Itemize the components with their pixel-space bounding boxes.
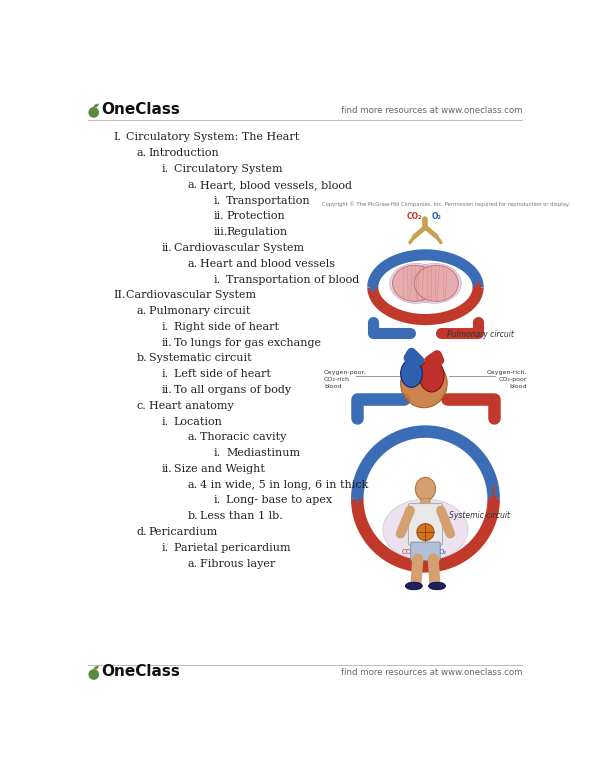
Text: c.: c. (136, 400, 146, 410)
Ellipse shape (415, 477, 436, 500)
Text: iii.: iii. (214, 227, 228, 237)
Text: i.: i. (161, 164, 168, 174)
Text: Copyright © The McGraw-Hill Companies, Inc. Permission required for reproduction: Copyright © The McGraw-Hill Companies, I… (322, 201, 570, 206)
Ellipse shape (419, 360, 444, 392)
Text: Transportation of blood: Transportation of blood (226, 274, 359, 284)
Text: Left side of heart: Left side of heart (174, 369, 271, 379)
Text: i.: i. (214, 274, 221, 284)
Text: O₂: O₂ (439, 549, 447, 555)
Polygon shape (95, 104, 98, 107)
Text: Heart and blood vessels: Heart and blood vessels (200, 259, 335, 269)
Text: i.: i. (214, 196, 221, 206)
Ellipse shape (417, 524, 434, 541)
FancyBboxPatch shape (411, 542, 440, 561)
FancyBboxPatch shape (408, 504, 443, 545)
Circle shape (89, 670, 98, 679)
Text: To lungs for gas exchange: To lungs for gas exchange (174, 337, 321, 347)
Text: ii.: ii. (214, 211, 225, 221)
Text: a.: a. (187, 480, 198, 490)
Text: a.: a. (136, 148, 146, 158)
Text: 4 in wide, 5 in long, 6 in thick: 4 in wide, 5 in long, 6 in thick (200, 480, 368, 490)
Text: Long- base to apex: Long- base to apex (226, 496, 333, 505)
Text: Regulation: Regulation (226, 227, 287, 237)
Text: Cardiovascular System: Cardiovascular System (126, 290, 256, 300)
Text: Heart anatomy: Heart anatomy (149, 400, 233, 410)
Text: i.: i. (214, 496, 221, 505)
Text: I.: I. (113, 132, 121, 142)
Polygon shape (95, 666, 98, 669)
Circle shape (89, 108, 98, 117)
Text: b.: b. (136, 353, 147, 363)
Text: d.: d. (136, 527, 147, 537)
Text: Cardiovascular System: Cardiovascular System (174, 243, 303, 253)
Text: O₂: O₂ (431, 212, 441, 221)
Text: Fibrous layer: Fibrous layer (200, 558, 275, 568)
Ellipse shape (408, 263, 461, 303)
Text: a.: a. (187, 558, 198, 568)
Text: Oxygen-rich,
CO₂-poor
blood: Oxygen-rich, CO₂-poor blood (487, 370, 527, 390)
Text: i.: i. (161, 369, 168, 379)
Text: Introduction: Introduction (149, 148, 220, 158)
Text: Mediastinum: Mediastinum (226, 448, 300, 458)
Text: a.: a. (187, 432, 198, 442)
Ellipse shape (400, 360, 422, 387)
Text: Circulatory System: Circulatory System (174, 164, 282, 174)
Text: Location: Location (174, 417, 223, 427)
Text: Protection: Protection (226, 211, 285, 221)
Text: Right side of heart: Right side of heart (174, 322, 278, 332)
Text: Pulmonary circuit: Pulmonary circuit (447, 330, 514, 339)
Text: a.: a. (187, 179, 198, 189)
Text: OneClass: OneClass (102, 102, 180, 117)
Ellipse shape (428, 582, 446, 590)
Ellipse shape (390, 263, 443, 303)
Text: ii.: ii. (161, 464, 172, 474)
Ellipse shape (405, 582, 422, 590)
Text: Oxygen-poor,
CO₂-rich
blood: Oxygen-poor, CO₂-rich blood (324, 370, 367, 390)
Text: Pericardium: Pericardium (149, 527, 218, 537)
Text: a.: a. (136, 306, 146, 316)
Text: i.: i. (161, 417, 168, 427)
Text: b.: b. (187, 511, 198, 521)
Text: ii.: ii. (161, 337, 172, 347)
Text: a.: a. (187, 259, 198, 269)
Text: CO₂: CO₂ (407, 212, 422, 221)
Text: Less than 1 lb.: Less than 1 lb. (200, 511, 283, 521)
Text: II.: II. (113, 290, 126, 300)
Ellipse shape (400, 359, 447, 407)
Text: Size and Weight: Size and Weight (174, 464, 264, 474)
Text: Systemic circuit: Systemic circuit (449, 511, 510, 520)
FancyBboxPatch shape (421, 498, 430, 507)
Text: To all organs of body: To all organs of body (174, 385, 291, 395)
Ellipse shape (383, 499, 468, 561)
Text: CO₂: CO₂ (402, 549, 415, 555)
Text: find more resources at www.oneclass.com: find more resources at www.oneclass.com (341, 106, 522, 115)
Text: i.: i. (214, 448, 221, 458)
Text: Heart, blood vessels, blood: Heart, blood vessels, blood (200, 179, 352, 189)
Text: find more resources at www.oneclass.com: find more resources at www.oneclass.com (341, 668, 522, 678)
Text: OneClass: OneClass (102, 664, 180, 679)
Text: Circulatory System: The Heart: Circulatory System: The Heart (126, 132, 299, 142)
Text: ii.: ii. (161, 385, 172, 395)
Text: Transportation: Transportation (226, 196, 311, 206)
Ellipse shape (414, 266, 458, 301)
Text: i.: i. (161, 322, 168, 332)
Text: Systematic circuit: Systematic circuit (149, 353, 252, 363)
Ellipse shape (393, 266, 437, 301)
Text: Thoracic cavity: Thoracic cavity (200, 432, 286, 442)
Text: ii.: ii. (161, 243, 172, 253)
Text: Parietal pericardium: Parietal pericardium (174, 543, 290, 553)
Text: Pulmonary circuit: Pulmonary circuit (149, 306, 250, 316)
Text: i.: i. (161, 543, 168, 553)
